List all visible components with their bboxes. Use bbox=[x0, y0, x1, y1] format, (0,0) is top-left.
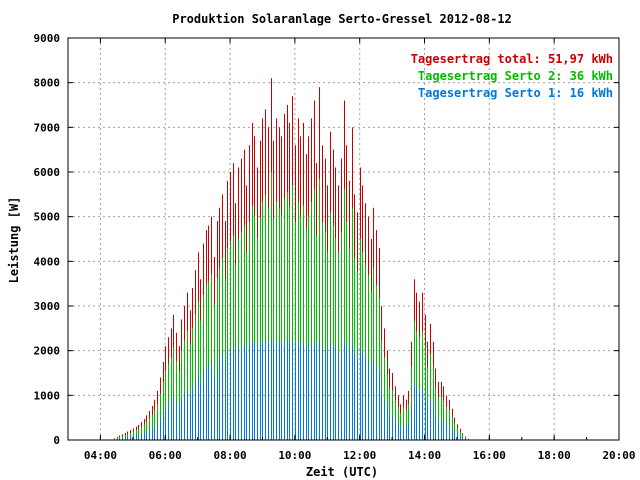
legend-entry: Tagesertrag total: 51,97 kWh bbox=[411, 52, 613, 66]
x-tick-label: 14:00 bbox=[408, 449, 441, 462]
x-tick-label: 08:00 bbox=[213, 449, 246, 462]
legend-entry: Tagesertrag Serto 2: 36 kWh bbox=[418, 69, 613, 83]
y-tick-label: 7000 bbox=[34, 121, 61, 134]
x-axis-ticks: 04:00 06:00 08:00 10:00 12:00 14:00 16:00 18:00… bbox=[67, 38, 636, 462]
x-tick-label: 06:00 bbox=[149, 449, 182, 462]
x-tick-label: 10:00 bbox=[278, 449, 311, 462]
y-tick-label: 2000 bbox=[34, 345, 61, 358]
x-tick-label: 04:00 bbox=[84, 449, 117, 462]
x-tick-label: 16:00 bbox=[473, 449, 506, 462]
y-axis-label: Leistung [W] bbox=[7, 197, 21, 284]
y-tick-label: 0 bbox=[53, 434, 60, 447]
y-tick-label: 1000 bbox=[34, 389, 61, 402]
x-tick-label: 12:00 bbox=[343, 449, 376, 462]
y-tick-label: 3000 bbox=[34, 300, 61, 313]
y-tick-label: 9000 bbox=[34, 32, 61, 45]
y-tick-label: 8000 bbox=[34, 77, 61, 90]
y-axis-ticks: 0 1000 2000 3000 4000 5000 6000 7000 8000 9000 bbox=[34, 32, 619, 447]
x-tick-label: 18:00 bbox=[538, 449, 571, 462]
grid-lines bbox=[68, 38, 619, 440]
y-tick-label: 4000 bbox=[34, 255, 61, 268]
legend-entry: Tagesertrag Serto 1: 16 kWh bbox=[418, 86, 613, 100]
y-tick-label: 5000 bbox=[34, 211, 61, 224]
series-3 bbox=[114, 339, 469, 440]
y-tick-label: 6000 bbox=[34, 166, 61, 179]
plot-frame bbox=[67, 37, 620, 441]
bar-series bbox=[114, 78, 469, 440]
x-tick-label: 20:00 bbox=[602, 449, 635, 462]
legend: Tagesertrag total: 51,97 kWh Tagesertrag … bbox=[411, 52, 613, 100]
series-1 bbox=[114, 78, 469, 440]
series-2 bbox=[114, 172, 469, 440]
chart-title: Produktion Solaranlage Serto-Gressel 201… bbox=[172, 12, 512, 26]
x-axis-label: Zeit (UTC) bbox=[306, 465, 378, 479]
